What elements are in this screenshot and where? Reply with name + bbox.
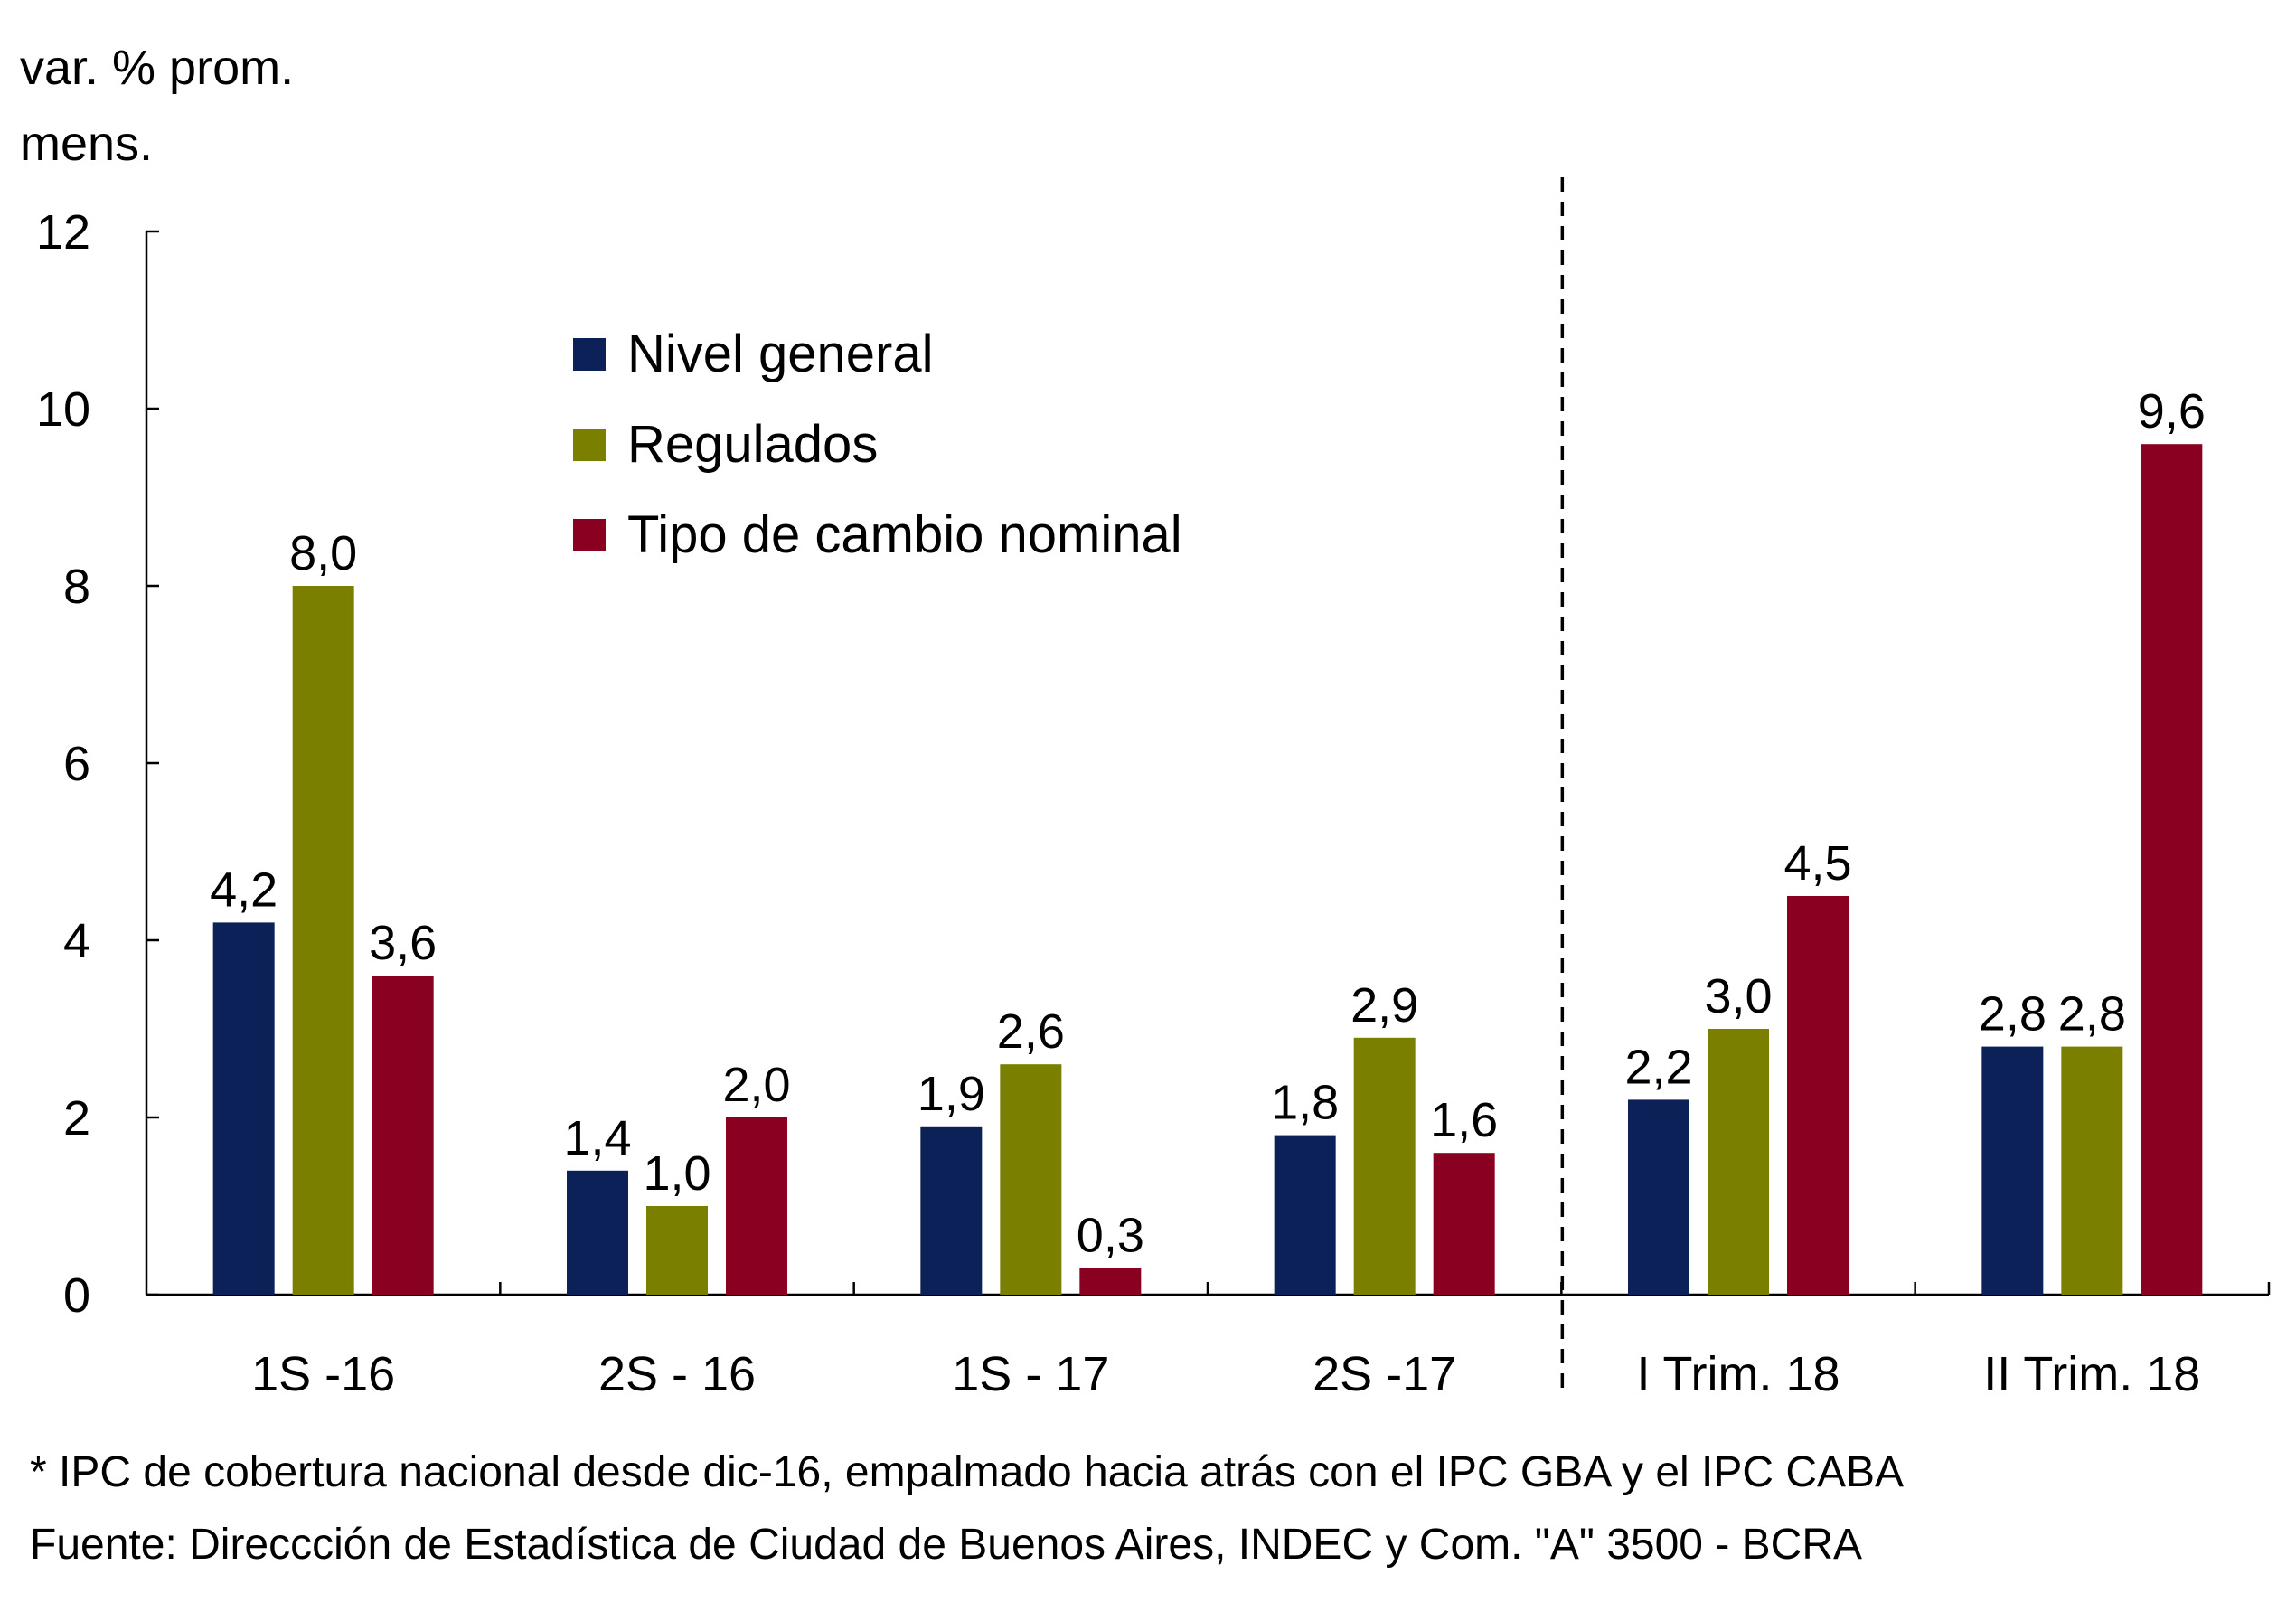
bar-nivel-general-1s-16 <box>212 922 275 1295</box>
bar-nivel-general-2s-17 <box>1274 1135 1336 1295</box>
data-label-nivel-general-2s-16: 1,4 <box>563 1111 631 1165</box>
data-label-regulados-ii-trim-18: 2,8 <box>2058 987 2126 1042</box>
data-label-nivel-general-1s-16: 4,2 <box>210 863 278 917</box>
data-label-nivel-general-i-trim-18: 2,2 <box>1624 1040 1692 1094</box>
bar-nivel-general-i-trim-18 <box>1628 1099 1689 1295</box>
legend-swatch-nivel-general <box>573 338 606 371</box>
data-label-tipo-de-cambio-nominal-1s-16: 3,6 <box>369 916 437 970</box>
data-label-tipo-de-cambio-nominal-1s-17: 0,3 <box>1077 1209 1144 1263</box>
y-tick-label-4: 4 <box>63 914 90 968</box>
legend-label-nivel-general: Nivel general <box>627 325 934 383</box>
data-label-tipo-de-cambio-nominal-2s-17: 1,6 <box>1430 1093 1498 1147</box>
y-tick-label-2: 2 <box>63 1091 90 1145</box>
legend-swatch-regulados <box>573 429 606 461</box>
y-tick-label-12: 12 <box>36 205 90 259</box>
data-label-regulados-2s-16: 1,0 <box>643 1146 710 1201</box>
bar-regulados-ii-trim-18 <box>2061 1046 2123 1295</box>
bar-tipo-de-cambio-nominal-i-trim-18 <box>1787 896 1849 1295</box>
y-tick-label-0: 0 <box>63 1268 90 1323</box>
data-label-regulados-i-trim-18: 3,0 <box>1704 969 1772 1023</box>
y-tick-label-6: 6 <box>63 737 90 791</box>
bar-nivel-general-ii-trim-18 <box>1981 1046 2044 1295</box>
bar-regulados-i-trim-18 <box>1708 1029 1769 1295</box>
bar-regulados-2s-17 <box>1353 1037 1416 1295</box>
data-label-nivel-general-2s-17: 1,8 <box>1271 1076 1339 1130</box>
source-note: Fuente: Direccción de Estadística de Ciu… <box>30 1521 1863 1569</box>
bar-regulados-1s-16 <box>292 586 354 1295</box>
y-tick-label-8: 8 <box>63 560 90 614</box>
data-label-regulados-1s-16: 8,0 <box>289 526 357 580</box>
data-label-tipo-de-cambio-nominal-ii-trim-18: 9,6 <box>2138 384 2206 438</box>
bar-tipo-de-cambio-nominal-1s-17 <box>1079 1268 1142 1295</box>
category-label-2s-17: 2S -17 <box>1313 1347 1456 1401</box>
data-label-regulados-2s-17: 2,9 <box>1350 978 1418 1032</box>
bar-nivel-general-2s-16 <box>567 1170 628 1295</box>
data-label-tipo-de-cambio-nominal-2s-16: 2,0 <box>722 1058 790 1112</box>
y-tick-label-10: 10 <box>36 382 90 437</box>
data-label-nivel-general-ii-trim-18: 2,8 <box>1979 987 2047 1042</box>
bar-regulados-2s-16 <box>646 1206 708 1295</box>
bar-regulados-1s-17 <box>1000 1064 1062 1295</box>
bar-tipo-de-cambio-nominal-ii-trim-18 <box>2141 444 2203 1295</box>
category-label-1s-16: 1S -16 <box>251 1347 395 1401</box>
bar-nivel-general-1s-17 <box>920 1126 983 1295</box>
y-axis-label-line-2: mens. <box>20 117 154 171</box>
data-label-tipo-de-cambio-nominal-i-trim-18: 4,5 <box>1783 836 1851 891</box>
legend-swatch-tipo-de-cambio-nominal <box>573 519 606 551</box>
bar-tipo-de-cambio-nominal-1s-16 <box>372 976 434 1295</box>
bar-tipo-de-cambio-nominal-2s-17 <box>1433 1153 1495 1295</box>
bar-tipo-de-cambio-nominal-2s-16 <box>726 1117 787 1295</box>
data-label-nivel-general-1s-17: 1,9 <box>917 1067 985 1121</box>
legend-label-tipo-de-cambio-nominal: Tipo de cambio nominal <box>627 505 1182 564</box>
footnote: * IPC de cobertura nacional desde dic-16… <box>30 1448 1905 1496</box>
category-label-1s-17: 1S - 17 <box>952 1347 1109 1401</box>
legend-label-regulados: Regulados <box>627 415 878 474</box>
category-label-i-trim-18: I Trim. 18 <box>1636 1347 1840 1401</box>
category-label-ii-trim-18: II Trim. 18 <box>1983 1347 2200 1401</box>
category-label-2s-16: 2S - 16 <box>598 1347 756 1401</box>
data-label-regulados-1s-17: 2,6 <box>997 1004 1065 1059</box>
y-axis-label-line-1: var. % prom. <box>20 41 295 95</box>
